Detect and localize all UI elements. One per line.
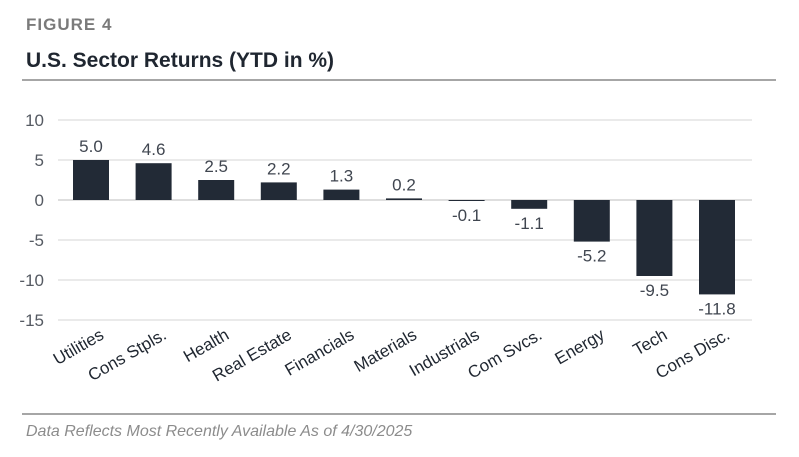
chart-title: U.S. Sector Returns (YTD in %): [26, 49, 335, 72]
value-label: 1.3: [330, 167, 354, 186]
value-label: -1.1: [515, 214, 544, 233]
y-axis: 10 5 0 -5 -10 -15: [19, 111, 44, 330]
value-label: -11.8: [698, 299, 736, 318]
bar-6: [448, 200, 485, 201]
bottom-divider: [22, 413, 776, 415]
bar-5: [386, 198, 422, 200]
y-tick-label: 10: [25, 111, 44, 130]
category-label: Tech: [630, 325, 671, 359]
bar-0: [73, 160, 109, 200]
y-tick-label: 5: [35, 151, 44, 170]
y-tick-label: -15: [19, 311, 44, 330]
bar-4: [323, 189, 360, 200]
y-tick-label: 0: [35, 191, 44, 210]
bar-10: [699, 200, 735, 295]
bar-2: [198, 180, 235, 200]
value-label: -5.2: [577, 247, 606, 266]
bar-1: [135, 163, 172, 200]
value-label: 5.0: [79, 137, 103, 156]
bar-3: [260, 182, 297, 200]
bar-7: [511, 200, 548, 209]
y-tick-label: -5: [29, 231, 44, 250]
footnote: Data Reflects Most Recently Available As…: [26, 423, 413, 440]
bar-8: [573, 200, 610, 242]
bars: [73, 160, 735, 295]
category-label: Energy: [552, 325, 609, 369]
figure-label: FIGURE 4: [26, 15, 113, 34]
value-label: 0.2: [392, 175, 416, 194]
value-label: 2.2: [267, 159, 291, 178]
top-divider: [22, 79, 776, 81]
value-label: -9.5: [640, 281, 669, 300]
value-label: 4.6: [142, 140, 166, 159]
category-label: Financials: [282, 325, 358, 380]
value-labels: 5.0 4.6 2.5 2.2 1.3 0.2 -0.1 -1.1 -5.2 -9.5 -11.8: [79, 137, 736, 318]
value-label: 2.5: [204, 157, 228, 176]
y-tick-label: -10: [19, 271, 44, 290]
bar-9: [636, 200, 673, 276]
value-label: -0.1: [452, 206, 481, 225]
